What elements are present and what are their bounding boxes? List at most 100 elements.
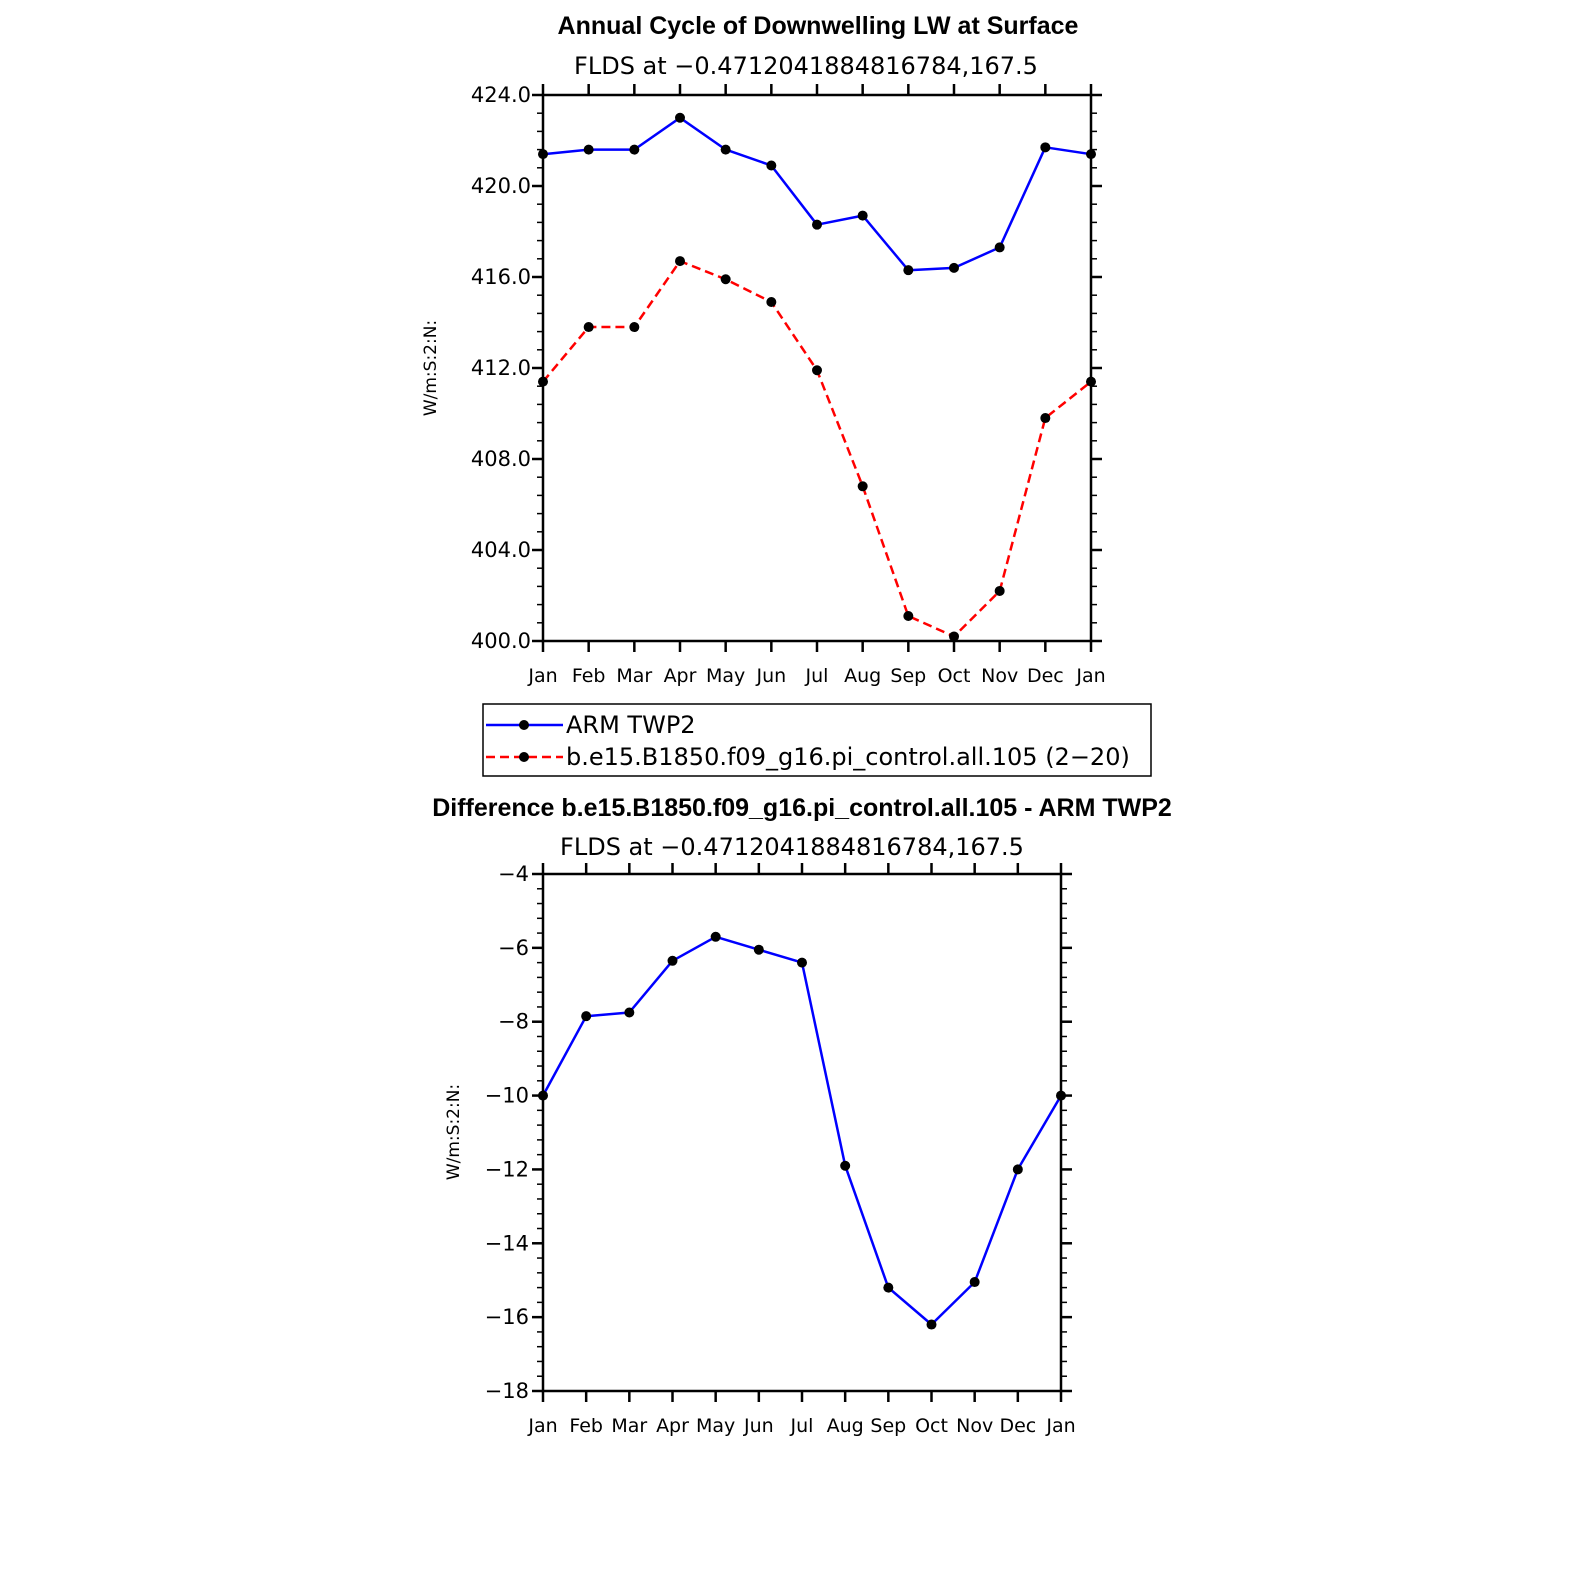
x-tick-label: Sep: [890, 665, 926, 687]
data-point: [710, 931, 721, 942]
x-tick-label: Jan: [527, 1415, 557, 1437]
series-line: [541, 935, 1063, 1326]
y-axis-ticks: [532, 863, 1072, 1402]
data-point: [840, 1160, 851, 1171]
x-tick-label: Jul: [790, 1415, 814, 1437]
data-point: [581, 1011, 592, 1022]
x-tick-label: Feb: [569, 1415, 603, 1437]
x-tick-label: Dec: [1027, 665, 1064, 687]
data-point: [1012, 1164, 1023, 1175]
data-point: [720, 274, 731, 285]
y-tick-label: −12: [485, 1157, 529, 1181]
x-tick-label: Nov: [981, 665, 1018, 687]
x-tick-label: Oct: [915, 1415, 948, 1437]
data-point: [994, 585, 1005, 596]
y-tick-label: 420.0: [471, 174, 531, 198]
data-point: [857, 210, 868, 221]
x-tick-label: Jan: [527, 665, 557, 687]
legend-label-model: b.e15.B1850.f09_g16.pi_control.all.105 (…: [566, 743, 1130, 771]
legend-entry-arm: ARM TWP2: [486, 711, 696, 739]
data-point: [766, 297, 777, 308]
data-point: [812, 219, 822, 230]
plot-frame: [541, 93, 1093, 643]
data-point: [675, 112, 685, 123]
y-tick-label: −4: [498, 862, 529, 886]
chart-title: Difference b.e15.B1850.f09_g16.pi_contro…: [432, 794, 1172, 822]
y-axis-labels: 424.0 420.0 416.0 412.0 408.0 404.0 400.0: [471, 83, 531, 653]
legend-label-arm: ARM TWP2: [566, 711, 696, 739]
y-tick-label: 416.0: [471, 265, 531, 289]
chart-title: Annual Cycle of Downwelling LW at Surfac…: [558, 12, 1079, 40]
legend-entry-model: b.e15.B1850.f09_g16.pi_control.all.105 (…: [486, 743, 1130, 771]
x-tick-label: Nov: [956, 1415, 993, 1437]
data-point: [883, 1282, 894, 1293]
data-point: [720, 144, 731, 155]
x-tick-label: Feb: [572, 665, 606, 687]
data-point: [629, 144, 640, 155]
series-group: [538, 931, 1066, 1330]
data-point: [857, 481, 868, 492]
y-tick-label: 404.0: [471, 538, 531, 562]
legend: ARM TWP2 b.e15.B1850.f09_g16.pi_control.…: [482, 703, 1152, 777]
y-axis-labels: −4 −6 −8 −10 −12 −14 −16 −18: [485, 862, 529, 1403]
legend-marker-model: [519, 752, 529, 762]
y-tick-label: 408.0: [471, 447, 531, 471]
chart-subtitle: FLDS at −0.4712041884816784,167.5: [574, 52, 1038, 80]
data-point: [903, 610, 914, 621]
data-point: [675, 256, 685, 267]
y-axis-label: W/m:S:2:N:: [444, 1084, 464, 1180]
data-point: [949, 262, 959, 273]
series-group: [538, 112, 1096, 642]
legend-box: [482, 703, 1152, 777]
data-point: [903, 265, 914, 276]
x-tick-label: Mar: [611, 1415, 647, 1437]
data-point: [926, 1319, 937, 1330]
y-tick-label: −18: [485, 1379, 529, 1403]
data-point: [667, 955, 678, 966]
x-tick-label: Aug: [827, 1415, 864, 1437]
x-tick-label: Mar: [616, 665, 652, 687]
legend-marker-arm: [519, 720, 529, 730]
y-axis-ticks: [532, 84, 1102, 652]
data-point: [766, 160, 777, 171]
x-tick-label: Jan: [1075, 665, 1105, 687]
data-point: [629, 322, 640, 333]
x-tick-label: Jun: [755, 665, 786, 687]
x-tick-label: Jan: [1045, 1415, 1075, 1437]
x-tick-label: Aug: [844, 665, 881, 687]
x-axis-labels: Jan Feb Mar Apr May Jun Jul Aug Sep Oct Nov Dec Jan: [527, 665, 1105, 687]
y-tick-label: 412.0: [471, 356, 531, 380]
series-line: [542, 259, 1092, 638]
y-tick-label: −16: [485, 1305, 529, 1329]
data-point: [583, 144, 594, 155]
data-point: [812, 365, 822, 376]
y-tick-label: −8: [498, 1010, 529, 1034]
x-tick-label: May: [706, 665, 745, 687]
data-point: [1040, 142, 1051, 153]
chart-subtitle: FLDS at −0.4712041884816784,167.5: [560, 833, 1024, 861]
data-point: [753, 944, 764, 955]
data-point: [994, 242, 1005, 253]
x-tick-label: Dec: [999, 1415, 1036, 1437]
difference-chart: Difference b.e15.B1850.f09_g16.pi_contro…: [432, 794, 1172, 1437]
annual-cycle-chart: Annual Cycle of Downwelling LW at Surfac…: [421, 12, 1106, 687]
x-tick-label: Apr: [656, 1415, 689, 1437]
data-point: [583, 322, 594, 333]
data-point: [797, 957, 807, 968]
data-point: [969, 1277, 980, 1288]
series-line: [542, 116, 1092, 272]
plot-frame: [541, 872, 1063, 1393]
data-point: [624, 1007, 635, 1018]
y-tick-label: 424.0: [471, 83, 531, 107]
x-tick-label: Jul: [805, 665, 829, 687]
y-tick-label: −6: [498, 936, 529, 960]
x-tick-label: Apr: [664, 665, 697, 687]
y-tick-label: −10: [485, 1084, 529, 1108]
data-point: [949, 631, 959, 642]
x-tick-label: Sep: [870, 1415, 906, 1437]
x-tick-label: Jun: [743, 1415, 774, 1437]
y-tick-label: 400.0: [471, 629, 531, 653]
x-tick-label: May: [696, 1415, 735, 1437]
x-axis-labels: Jan Feb Mar Apr May Jun Jul Aug Sep Oct Nov Dec Jan: [527, 1415, 1075, 1437]
